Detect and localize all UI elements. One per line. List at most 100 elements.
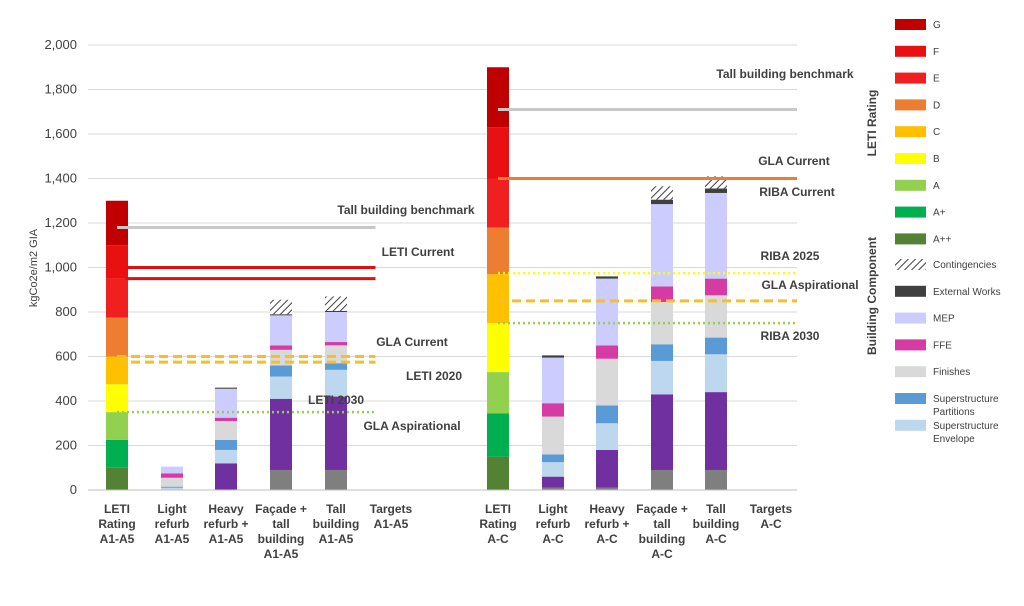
y-tick-label: 200 xyxy=(55,438,77,453)
rating-band-A++ xyxy=(487,456,509,490)
legend-swatch xyxy=(895,339,926,351)
y-axis: 0 200 400 600 800 1,000 1,200 1,400 1,600 1,800 2,… xyxy=(44,37,77,497)
rating-band-D xyxy=(487,227,509,275)
bar-segment-substructure xyxy=(325,469,347,490)
legend-swatch xyxy=(895,285,926,297)
legend-label: E xyxy=(933,74,940,85)
legend-label: MEP xyxy=(933,314,955,325)
legend-swatch xyxy=(895,126,926,138)
rating-band-G xyxy=(487,67,509,128)
bar-segment-external-works xyxy=(325,310,347,312)
legend-swatch xyxy=(895,72,926,84)
y-tick-label: 2,000 xyxy=(44,37,77,52)
legend-swatch xyxy=(895,206,926,218)
bar-segment-superstructure-envelope xyxy=(161,487,183,490)
bar-segment-contingencies xyxy=(325,296,347,311)
rating-band-B xyxy=(106,384,128,413)
bar-segment-finishes xyxy=(542,416,564,455)
bar-segment-external-works xyxy=(542,355,564,358)
rating-band-A++ xyxy=(106,467,128,490)
legend-title-component: Building Component xyxy=(865,237,879,355)
bar-segment-superstructure-partitions xyxy=(270,365,292,377)
reference-line-label: GLA Aspirational xyxy=(761,278,858,292)
x-tick-label: Rating xyxy=(98,517,135,531)
x-tick-label: Tall xyxy=(326,502,346,516)
reference-line-label: RIBA 2030 xyxy=(761,329,820,343)
x-tick-label: Façade + xyxy=(255,502,307,516)
x-tick-label: A1-A5 xyxy=(155,532,190,546)
x-tick-label: building xyxy=(258,532,305,546)
bars xyxy=(106,67,727,490)
y-tick-label: 1,600 xyxy=(44,126,77,141)
x-tick-label: Heavy xyxy=(208,502,244,516)
rating-band-G xyxy=(106,200,128,246)
bar-segment-mep xyxy=(542,357,564,404)
bar-segment-contingencies xyxy=(651,186,673,200)
x-tick-label: LETI xyxy=(104,502,130,516)
bar-segment-ffe xyxy=(161,473,183,478)
legend-label: Envelope xyxy=(933,434,975,445)
bar-segment-building-fabric xyxy=(651,394,673,470)
reference-line-label: LETI 2020 xyxy=(406,369,462,383)
x-tick-label: A1-A5 xyxy=(209,532,244,546)
rating-band-A xyxy=(106,412,128,440)
reference-line-label: RIBA Current xyxy=(759,185,835,199)
x-tick-label: Targets xyxy=(750,502,793,516)
x-tick-label: refurb + xyxy=(203,517,248,531)
bar-segment-finishes xyxy=(325,345,347,364)
rating-band-E xyxy=(487,178,509,228)
x-tick-label: A-C xyxy=(487,532,509,546)
bar-segment-building-fabric xyxy=(542,476,564,488)
bar-segment-mep xyxy=(596,278,618,346)
x-tick-label: Tall xyxy=(706,502,726,516)
bar-segment-building-fabric xyxy=(270,398,292,470)
x-axis: LETIRatingA1-A5LightrefurbA1-A5Heavyrefu… xyxy=(88,489,797,561)
bar-segment-mep xyxy=(270,315,292,346)
bar-segment-substructure xyxy=(542,487,564,490)
y-tick-label: 400 xyxy=(55,393,77,408)
x-tick-label: refurb xyxy=(536,517,571,531)
x-tick-label: LETI xyxy=(485,502,511,516)
x-tick-label: building xyxy=(693,517,740,531)
bar-segment-mep xyxy=(325,312,347,343)
bar-segment-ffe xyxy=(705,278,727,296)
bar-segment-substructure xyxy=(651,469,673,490)
x-tick-label: Light xyxy=(538,502,567,516)
bar-segment-ffe xyxy=(651,286,673,302)
reference-line-label: Tall building benchmark xyxy=(337,203,474,217)
x-tick-label: Light xyxy=(157,502,186,516)
x-tick-label: Rating xyxy=(479,517,516,531)
legend-label: D xyxy=(933,100,940,111)
bar-segment-external-works xyxy=(270,314,292,316)
reference-line-label: RIBA 2025 xyxy=(761,249,820,263)
legend-label: Partitions xyxy=(933,407,975,418)
rating-band-D xyxy=(106,317,128,357)
legend: G F E D C B A A+ A++ Contingencies External Works M… xyxy=(895,19,1001,445)
reference-line-label: LETI Current xyxy=(382,245,455,259)
legend-label: External Works xyxy=(933,287,1001,298)
bar-segment-superstructure-envelope xyxy=(651,360,673,395)
legend-swatch xyxy=(895,19,926,30)
x-tick-label: Heavy xyxy=(589,502,625,516)
legend-label: G xyxy=(933,20,941,31)
rating-band-E xyxy=(106,278,128,318)
legend-label: Finishes xyxy=(933,367,970,378)
bar-segment-ffe xyxy=(542,403,564,417)
legend-label: FFE xyxy=(933,340,952,351)
x-tick-label: tall xyxy=(653,517,670,531)
bar-segment-mep xyxy=(161,466,183,474)
bar-segment-superstructure-partitions xyxy=(651,344,673,361)
bar-segment-substructure xyxy=(270,469,292,490)
reference-line-label: LETI 2030 xyxy=(308,393,364,407)
legend-label: C xyxy=(933,127,940,138)
x-tick-label: A-C xyxy=(705,532,727,546)
bar-segment-contingencies xyxy=(270,299,292,315)
bar-segment-superstructure-partitions xyxy=(215,439,237,450)
bar-segment-superstructure-partitions xyxy=(542,454,564,463)
bar-segment-superstructure-partitions xyxy=(596,405,618,424)
bar-segment-superstructure-envelope xyxy=(215,449,237,464)
x-tick-label: A1-A5 xyxy=(319,532,354,546)
legend-label: Superstructure xyxy=(933,421,999,432)
legend-swatch xyxy=(895,419,926,431)
